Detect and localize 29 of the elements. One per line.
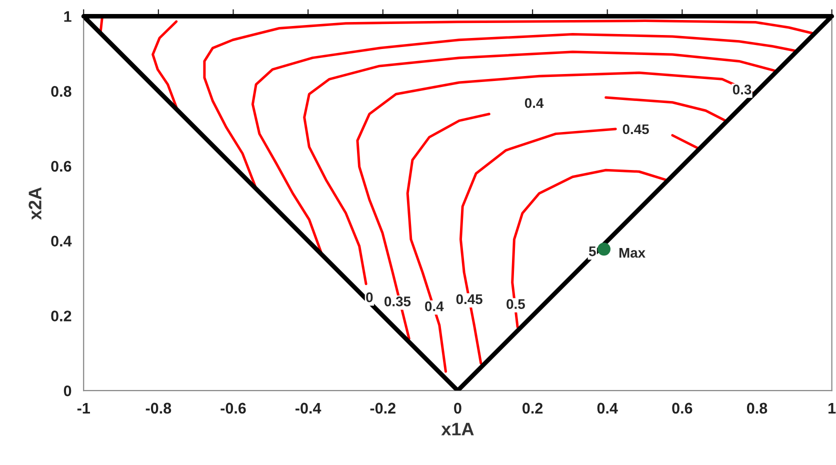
x-tick-label: 0.4 (597, 402, 618, 414)
y-tick-label: 0 (64, 385, 72, 396)
annotation: 0.3 (732, 84, 752, 95)
x-tick-label: -0.6 (220, 402, 246, 414)
annotation: 0 (366, 292, 373, 302)
annotation: Max (619, 248, 646, 258)
x-tick-label: 0.6 (672, 402, 692, 414)
x-tick-label: -0.2 (370, 402, 396, 414)
x-tick-label: 0.8 (746, 402, 768, 414)
annotation: 0.35 (384, 296, 411, 306)
y-tick-label: 0.2 (51, 310, 72, 322)
annotation: 5 (588, 246, 596, 256)
y-tick-label: 0.8 (51, 86, 72, 97)
annotation: 0.4 (524, 98, 544, 108)
annotation: 0.45 (456, 294, 482, 304)
x-tick-label: 0.2 (522, 402, 543, 414)
y-axis-title: x2A (28, 187, 42, 220)
y-tick-label: 1 (64, 11, 72, 22)
x-tick-label: 0 (454, 402, 462, 414)
annotation: 0.45 (622, 124, 649, 134)
y-tick-label: 0.6 (51, 160, 72, 172)
x-tick-label: -1 (77, 402, 90, 414)
y-tick-label: 0.4 (51, 236, 72, 247)
x-tick-label: -0.8 (146, 402, 172, 414)
x-tick-label: -0.4 (296, 402, 322, 414)
annotation: 0.4 (425, 301, 444, 312)
x-tick-label: 1 (828, 402, 836, 414)
x-axis-title: x1A (441, 422, 474, 436)
annotation: 0.5 (506, 299, 525, 309)
